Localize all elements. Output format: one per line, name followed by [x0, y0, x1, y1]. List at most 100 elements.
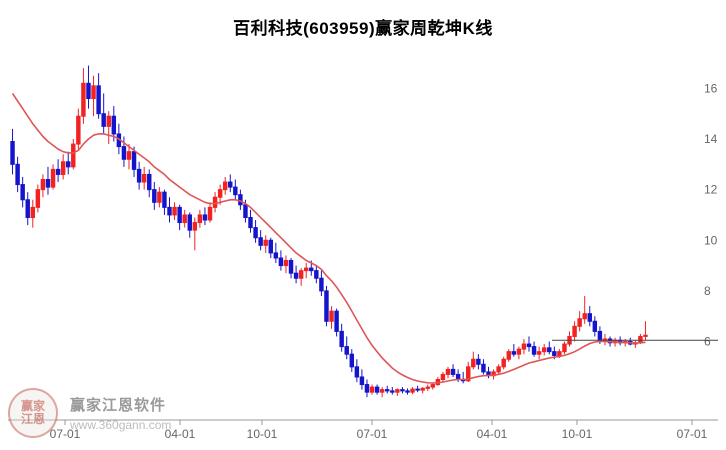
- candle: [430, 384, 436, 388]
- candle: [541, 347, 547, 353]
- candle: [369, 386, 375, 393]
- x-tick-label: 04-01: [165, 427, 196, 441]
- candle: [303, 267, 309, 272]
- ma-line: [11, 92, 646, 384]
- candle: [136, 168, 142, 183]
- x-tick-label: 10-01: [247, 427, 278, 441]
- brand-logo-text-bottom: 江恩: [20, 412, 45, 426]
- x-tick-label: 04-01: [477, 427, 508, 441]
- candle: [177, 206, 182, 224]
- candle: [379, 389, 385, 393]
- candle: [471, 358, 476, 368]
- candle: [45, 179, 51, 188]
- candle: [283, 260, 289, 267]
- candle: [76, 115, 81, 145]
- axes: 07-01 04-01 10-01 07-01 04-01 10-01 07-01 16 14 1…: [8, 81, 718, 441]
- candle: [253, 227, 258, 239]
- candle: [531, 346, 537, 355]
- candle: [25, 199, 30, 218]
- candles: [10, 65, 648, 398]
- y-tick-label: 16: [704, 81, 718, 95]
- candle: [562, 343, 567, 353]
- candle: [258, 237, 263, 246]
- candle: [167, 206, 172, 216]
- candle: [263, 239, 268, 246]
- x-tick-label: 07-01: [677, 427, 708, 441]
- candle: [481, 363, 486, 373]
- candle: [207, 206, 213, 221]
- candle: [577, 318, 582, 327]
- candle: [268, 239, 273, 254]
- candle: [248, 216, 253, 229]
- y-tick-label: 6: [704, 335, 711, 349]
- watermark-text: 赢家江恩软件 www.360gann.com: [70, 394, 171, 432]
- candle: [197, 214, 203, 224]
- candle: [20, 184, 25, 201]
- candle: [319, 277, 324, 292]
- candle: [349, 353, 355, 368]
- candle: [222, 181, 228, 191]
- candle: [217, 189, 223, 198]
- candle: [30, 206, 36, 218]
- candle: [278, 257, 284, 267]
- candle: [516, 348, 522, 355]
- candle: [410, 388, 415, 393]
- candle: [385, 389, 390, 392]
- candle: [288, 260, 294, 274]
- candle: [643, 334, 648, 337]
- candle: [476, 358, 481, 365]
- candle: [152, 189, 157, 203]
- candle: [293, 272, 299, 279]
- candle: [81, 82, 86, 117]
- candle: [592, 320, 598, 332]
- candle: [126, 151, 132, 160]
- candle: [607, 338, 613, 344]
- candle: [91, 85, 96, 100]
- candle: [101, 113, 106, 127]
- candle: [40, 179, 46, 191]
- candle: [162, 191, 167, 208]
- y-tick-label: 8: [704, 284, 711, 298]
- candle: [415, 388, 420, 391]
- candle: [111, 115, 117, 135]
- candle: [496, 366, 501, 373]
- brand-url: www.360gann.com: [70, 418, 172, 432]
- candle: [501, 358, 506, 368]
- candle: [334, 310, 339, 332]
- candle: [131, 151, 137, 170]
- candle: [192, 222, 198, 231]
- candle: [96, 85, 101, 115]
- candle: [526, 343, 532, 348]
- candle: [445, 368, 451, 375]
- candle: [147, 173, 152, 191]
- candle: [298, 270, 304, 279]
- candle: [86, 82, 91, 100]
- candle: [572, 325, 577, 337]
- candle: [547, 347, 552, 353]
- candle: [309, 267, 314, 272]
- candle: [15, 163, 20, 186]
- candle: [71, 143, 76, 168]
- candle: [187, 214, 192, 231]
- candle: [182, 214, 187, 224]
- y-tick-label: 12: [704, 183, 718, 197]
- candle: [587, 313, 592, 322]
- candle: [420, 387, 425, 391]
- candle: [440, 373, 446, 380]
- candle: [60, 161, 66, 175]
- candle: [35, 189, 41, 208]
- candle: [202, 214, 208, 221]
- x-tick-label: 07-01: [357, 427, 388, 441]
- candle: [405, 390, 410, 393]
- x-tick-label: 07-01: [50, 427, 81, 441]
- candle: [557, 351, 562, 356]
- candle: [354, 366, 360, 378]
- candle: [233, 186, 238, 196]
- candle: [425, 386, 430, 389]
- candle: [597, 330, 603, 341]
- candle: [552, 351, 557, 356]
- candle: [344, 346, 349, 355]
- candle: [506, 351, 511, 360]
- candle: [395, 389, 400, 393]
- candle: [329, 310, 334, 322]
